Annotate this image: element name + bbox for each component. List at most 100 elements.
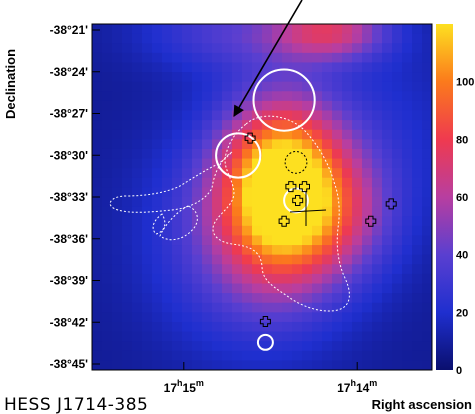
- heatmap-cell: [162, 341, 173, 352]
- heatmap-cell: [282, 24, 293, 35]
- heatmap-cell: [302, 33, 313, 44]
- heatmap-cell: [362, 52, 373, 64]
- heatmap-cell: [102, 350, 113, 361]
- heatmap-cell: [292, 312, 303, 323]
- heatmap-cell: [302, 264, 313, 275]
- heatmap-cell: [172, 43, 183, 54]
- heatmap-cell: [102, 187, 113, 198]
- heatmap-cell: [392, 158, 403, 169]
- heatmap-cell: [412, 187, 423, 198]
- heatmap-cell: [182, 91, 193, 102]
- heatmap-cell: [122, 91, 133, 102]
- heatmap-cell: [332, 360, 343, 370]
- heatmap-cell: [372, 206, 383, 217]
- heatmap-cell: [422, 62, 432, 73]
- heatmap-cell: [252, 158, 263, 169]
- heatmap-cell: [402, 206, 413, 217]
- heatmap-cell: [172, 197, 183, 208]
- source-cross-marker: [285, 181, 297, 193]
- heatmap-cell: [142, 235, 153, 246]
- heatmap-cell: [192, 168, 203, 179]
- heatmap-cell: [162, 245, 173, 256]
- heatmap-cell: [192, 129, 203, 140]
- heatmap-cell: [232, 216, 243, 227]
- heatmap-cell: [162, 312, 173, 323]
- heatmap-cell: [332, 168, 343, 179]
- heatmap-cell: [382, 273, 393, 285]
- heatmap-cell: [172, 350, 183, 361]
- heatmap-cell: [172, 341, 183, 352]
- heatmap-cell: [282, 100, 293, 112]
- heatmap-cell: [302, 72, 313, 83]
- heatmap-cell: [112, 187, 123, 198]
- heatmap-cell: [212, 43, 223, 54]
- heatmap-cell: [102, 33, 113, 44]
- heatmap-cell: [412, 33, 423, 44]
- heatmap-cell: [152, 81, 163, 92]
- heatmap-cell: [352, 283, 363, 294]
- heatmap-cell: [192, 33, 203, 44]
- heatmap-cell: [272, 264, 283, 275]
- heatmap-cell: [132, 129, 143, 140]
- heatmap-cell: [382, 302, 393, 313]
- heatmap-cell: [252, 264, 263, 275]
- heatmap-cell: [282, 293, 293, 304]
- heatmap-cell: [222, 283, 233, 294]
- heatmap-cell: [392, 254, 403, 265]
- heatmap-cell: [142, 177, 153, 188]
- heatmap-cell: [402, 235, 413, 246]
- heatmap-cell: [202, 24, 213, 35]
- heatmap-cell: [412, 158, 423, 169]
- heatmap-cell: [292, 81, 303, 92]
- heatmap-cell: [292, 91, 303, 102]
- heatmap-cell: [372, 245, 383, 256]
- heatmap-cell: [402, 91, 413, 102]
- heatmap-cell: [342, 52, 353, 64]
- heatmap-cell: [382, 321, 393, 333]
- heatmap-cell: [282, 206, 293, 217]
- heatmap-cell: [282, 235, 293, 246]
- heatmap-cell: [312, 187, 323, 198]
- heatmap-cell: [102, 321, 113, 333]
- heatmap-cell: [242, 216, 253, 227]
- heatmap-cell: [412, 273, 423, 285]
- heatmap-cell: [242, 100, 253, 112]
- heatmap-cell: [112, 91, 123, 102]
- heatmap-cell: [332, 177, 343, 188]
- heatmap-cell: [182, 139, 193, 150]
- heatmap-cell: [92, 283, 103, 294]
- y-tick-label: -38°39': [50, 274, 88, 288]
- heatmap-cell: [372, 158, 383, 169]
- heatmap-cell: [182, 245, 193, 256]
- heatmap-cell: [372, 350, 383, 361]
- heatmap-cell: [192, 91, 203, 102]
- heatmap-cell: [282, 331, 293, 342]
- heatmap-cell: [192, 350, 203, 361]
- heatmap-cell: [212, 254, 223, 265]
- heatmap-cell: [162, 148, 173, 160]
- heatmap-cell: [382, 206, 393, 217]
- heatmap-cell: [362, 312, 373, 323]
- heatmap-cell: [162, 168, 173, 179]
- heatmap-cell: [172, 81, 183, 92]
- heatmap-cell: [122, 120, 133, 131]
- heatmap-cell: [202, 43, 213, 54]
- heatmap-cell: [92, 254, 103, 265]
- heatmap-cell: [172, 120, 183, 131]
- heatmap-cell: [142, 197, 153, 208]
- heatmap-cell: [412, 216, 423, 227]
- heatmap-cell: [152, 100, 163, 112]
- heatmap-cell: [232, 302, 243, 313]
- heatmap-cell: [202, 52, 213, 64]
- heatmap-cell: [222, 321, 233, 333]
- heatmap-cell: [312, 350, 323, 361]
- heatmap-cell: [192, 273, 203, 285]
- heatmap-cell: [142, 331, 153, 342]
- heatmap-cell: [362, 302, 373, 313]
- heatmap-cell: [212, 341, 223, 352]
- heatmap-cell: [402, 331, 413, 342]
- heatmap-cell: [312, 120, 323, 131]
- heatmap-cell: [142, 225, 153, 237]
- heatmap-cell: [402, 264, 413, 275]
- heatmap-cell: [112, 302, 123, 313]
